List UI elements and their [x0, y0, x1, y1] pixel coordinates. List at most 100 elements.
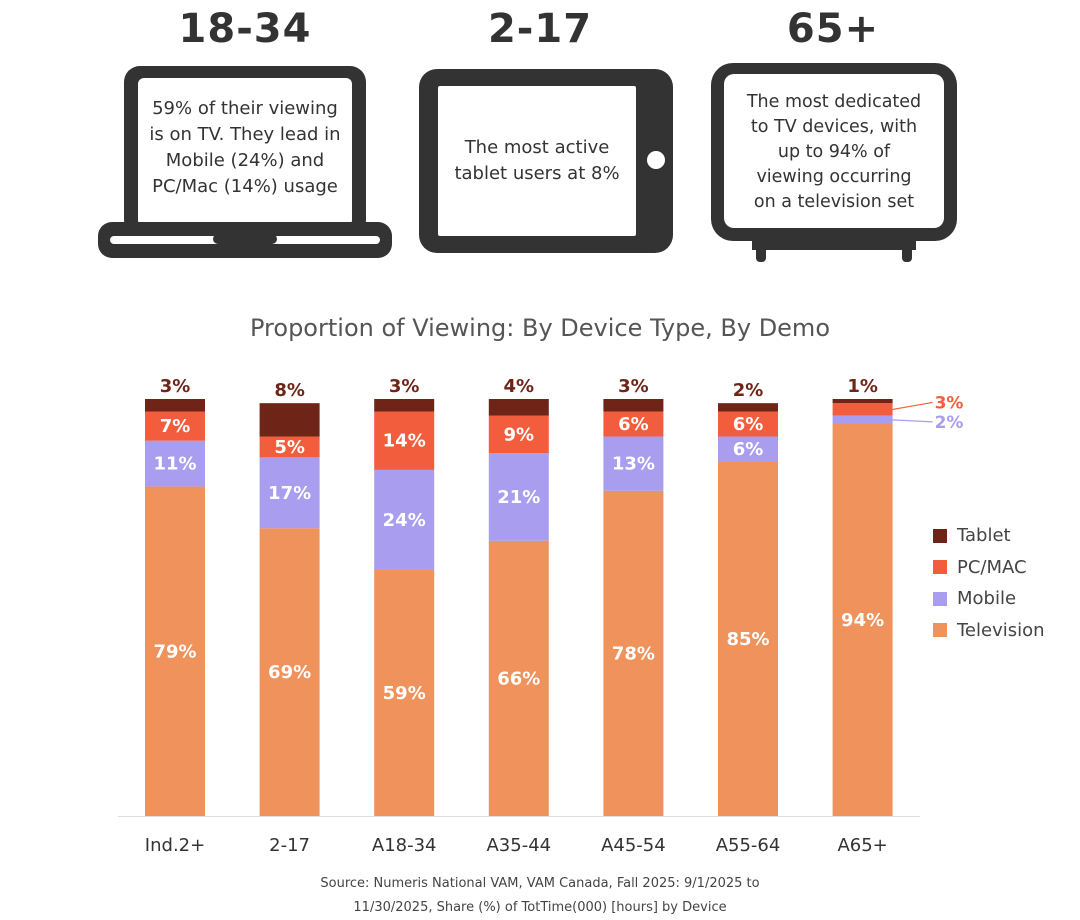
demo-heading-18-34: 18-34: [178, 6, 312, 52]
bar-segment-mobile-2-17: [259, 457, 320, 529]
data-label-mobile-2-17: 17%: [268, 483, 311, 504]
legend-swatch: [933, 560, 947, 575]
x-tick-label-a65: A65+: [837, 835, 887, 856]
data-label-television-a35-44: 66%: [497, 668, 540, 689]
legend-item-pc-mac: PC/MAC: [933, 552, 1045, 584]
bar-segment-television-2-17: [259, 528, 320, 816]
bar-segment-mobile-a45-54: [603, 436, 664, 491]
data-label-pc-mac-ind-2: 7%: [160, 416, 191, 437]
data-label-tablet-a55-64: 2%: [733, 380, 764, 401]
legend-swatch: [933, 528, 947, 543]
legend-label: Mobile: [957, 588, 1017, 610]
legend-item-tablet: Tablet: [933, 520, 1045, 552]
callout-line-pc-mac-a65: [892, 401, 933, 411]
bar-segment-television-a65: [832, 424, 893, 816]
legend-label: Television: [957, 619, 1045, 641]
data-label-television-ind-2: 79%: [153, 641, 196, 662]
data-label-pc-mac-2-17: 5%: [274, 437, 305, 458]
data-label-mobile-a18-34: 24%: [383, 510, 426, 531]
bar-segment-pc-mac-a18-34: [374, 411, 435, 470]
note-line: The most dedicated: [746, 91, 922, 112]
bar-segment-television-a18-34: [374, 569, 435, 816]
demo-heading-65-plus: 65+: [786, 6, 880, 52]
laptop-icon: [98, 66, 392, 258]
source-note: Source: Numeris National VAM, VAM Canada…: [0, 872, 1080, 920]
x-tick-label-a55-64: A55-64: [716, 835, 781, 856]
tablet-icon: [419, 69, 673, 253]
data-label-pc-mac-a18-34: 14%: [383, 431, 426, 452]
chart-title: Proportion of Viewing: By Device Type, B…: [250, 314, 830, 342]
source-line: Source: Numeris National VAM, VAM Canada…: [320, 876, 760, 891]
demo-heading-2-17: 2-17: [487, 6, 593, 52]
bar-segment-television-a55-64: [718, 461, 778, 816]
bar-segment-tablet-a35-44: [488, 399, 549, 416]
data-label-television-2-17: 69%: [268, 662, 311, 683]
data-label-television-a18-34: 59%: [383, 683, 426, 704]
legend-item-television: Television: [933, 615, 1045, 647]
bar-segment-pc-mac-a55-64: [718, 411, 778, 437]
data-label-television-a55-64: 85%: [726, 629, 769, 650]
data-label-pc-mac-a55-64: 6%: [733, 414, 764, 435]
data-label-pc-mac-a65: 3%: [935, 393, 964, 413]
x-tick-label-2-17: 2-17: [269, 835, 310, 856]
x-tick-label-ind-2: Ind.2+: [145, 835, 205, 856]
note-line: The most active: [464, 137, 610, 158]
bar-segment-television-a35-44: [488, 540, 549, 816]
note-line: to TV devices, with: [750, 116, 918, 137]
bar-segment-tablet-ind-2: [145, 399, 205, 412]
bar-segment-mobile-a55-64: [718, 436, 778, 462]
data-label-pc-mac-a45-54: 6%: [618, 414, 649, 435]
data-label-tablet-a35-44: 4%: [504, 376, 535, 397]
bar-segment-tablet-a65: [832, 399, 893, 404]
note-line: up to 94% of: [777, 141, 891, 162]
demo-note-18-34: 59% of their viewing is on TV. They lead…: [138, 92, 352, 204]
data-label-mobile-a65: 2%: [935, 413, 964, 433]
data-label-mobile-a45-54: 13%: [612, 454, 655, 475]
x-tick-label-a45-54: A45-54: [601, 835, 666, 856]
bar-segment-pc-mac-a65: [832, 403, 893, 416]
data-label-mobile-ind-2: 11%: [153, 454, 196, 475]
note-line: viewing occurring: [756, 166, 912, 187]
note-line: tablet users at 8%: [454, 163, 620, 184]
source-line: 11/30/2025, Share (%) of TotTime(000) [h…: [353, 900, 727, 915]
bar-segment-mobile-a35-44: [488, 453, 549, 541]
note-line: on a television set: [753, 191, 915, 212]
legend-label: PC/MAC: [957, 556, 1027, 578]
x-tick-label-a35-44: A35-44: [486, 835, 551, 856]
data-label-television-a45-54: 78%: [612, 643, 655, 664]
callout-line-mobile-a65: [892, 419, 933, 423]
bar-segment-tablet-2-17: [259, 403, 320, 437]
note-line: 59% of their viewing: [152, 98, 338, 119]
legend-swatch: [933, 623, 947, 638]
data-label-mobile-a55-64: 6%: [733, 439, 764, 460]
data-label-mobile-a35-44: 21%: [497, 487, 540, 508]
bar-segment-tablet-a18-34: [374, 399, 435, 412]
bar-segment-pc-mac-2-17: [259, 436, 320, 458]
data-label-tablet-a45-54: 3%: [618, 376, 649, 397]
data-label-tablet-ind-2: 3%: [160, 376, 191, 397]
demo-note-65-plus: The most dedicated to TV devices, with u…: [724, 76, 944, 228]
note-line: Mobile (24%) and: [165, 150, 325, 171]
bar-segment-pc-mac-a45-54: [603, 411, 664, 437]
legend-swatch: [933, 591, 947, 606]
data-label-tablet-a18-34: 3%: [389, 376, 420, 397]
bar-segment-mobile-a18-34: [374, 469, 435, 570]
data-label-pc-mac-a35-44: 9%: [504, 424, 535, 445]
bar-segment-mobile-ind-2: [145, 440, 205, 487]
note-line: PC/Mac (14%) usage: [152, 176, 338, 197]
legend-label: Tablet: [957, 525, 1011, 547]
bar-segment-mobile-a65: [832, 415, 893, 425]
data-label-television-a65: 94%: [841, 610, 884, 631]
demo-note-2-17: The most active tablet users at 8%: [438, 86, 636, 236]
bar-segment-pc-mac-ind-2: [145, 411, 205, 441]
chart-legend: Tablet PC/MAC Mobile Television: [933, 520, 1045, 646]
data-label-tablet-2-17: 8%: [274, 380, 305, 401]
bar-segment-tablet-a55-64: [718, 403, 778, 412]
bar-segment-pc-mac-a35-44: [488, 415, 549, 454]
data-label-tablet-a65: 1%: [847, 376, 878, 397]
television-icon: [711, 63, 957, 262]
bar-segment-television-a45-54: [603, 490, 664, 816]
bar-segment-tablet-a45-54: [603, 399, 664, 412]
x-tick-label-a18-34: A18-34: [372, 835, 437, 856]
